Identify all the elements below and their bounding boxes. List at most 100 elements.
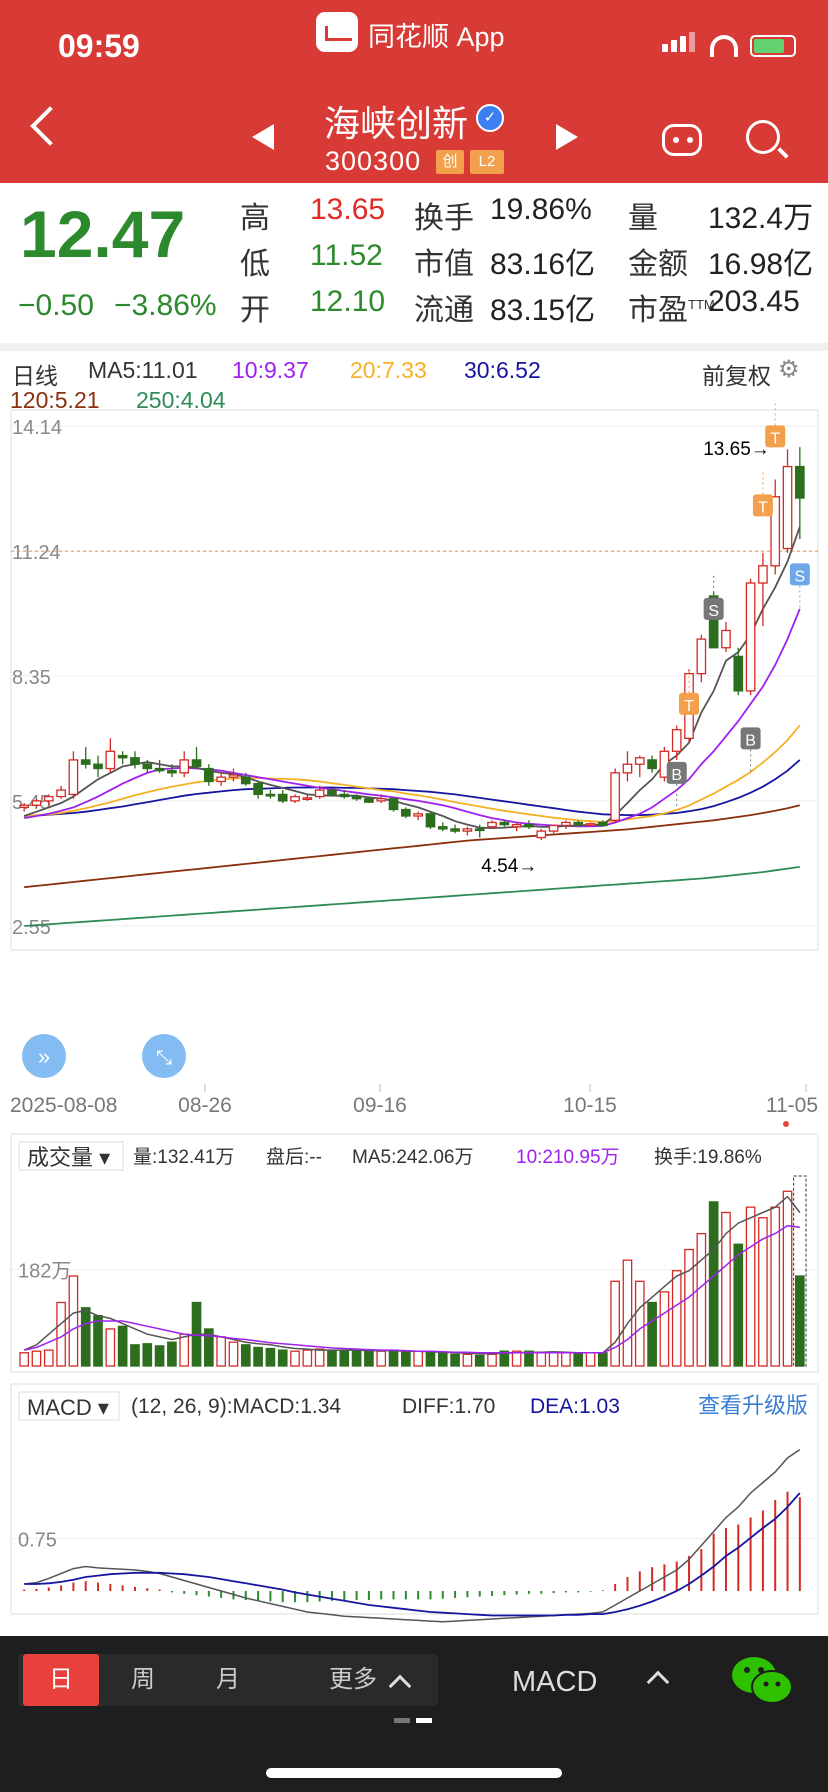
ma20-line xyxy=(24,724,801,823)
indicator-selector[interactable]: MACD xyxy=(512,1666,598,1698)
ma5-label: MA5:11.01 xyxy=(88,357,198,383)
volume-bar xyxy=(314,1348,325,1367)
candle-body xyxy=(573,821,584,826)
volume-bar xyxy=(425,1352,436,1367)
candle-body xyxy=(117,754,128,759)
level-badge: L2 xyxy=(470,150,504,174)
trade-marker-icon xyxy=(789,563,810,586)
chevron-up-icon[interactable] xyxy=(388,1674,412,1698)
date-axis-label: 10-15 xyxy=(563,1094,617,1117)
date-axis-label: 08-26 xyxy=(178,1094,232,1117)
volume-bar xyxy=(364,1350,374,1367)
volume-bar xyxy=(327,1350,337,1367)
macd-selector: MACD ▾ xyxy=(27,1395,109,1420)
chevron-up-icon[interactable] xyxy=(646,1670,670,1694)
period-tabs: 日 周 月 更多 xyxy=(18,1654,438,1706)
wechat-icon[interactable] xyxy=(730,1653,794,1707)
volume-bar xyxy=(671,1270,682,1367)
volume-selector-box xyxy=(18,1141,124,1171)
quote-value: 83.16亿 xyxy=(490,248,596,281)
battery-icon xyxy=(750,35,796,57)
quote-label: 高 xyxy=(240,202,270,235)
volume-bar xyxy=(216,1336,226,1367)
date-axis-label: 11-05 xyxy=(766,1094,818,1117)
back-icon[interactable] xyxy=(30,106,70,146)
stock-code: 300300 xyxy=(325,146,422,176)
candle-body xyxy=(622,763,633,774)
candle-body xyxy=(290,795,300,802)
date-axis-label: 2025-08-08 xyxy=(10,1094,117,1117)
volume-bar xyxy=(339,1349,350,1367)
quote-value: 83.15亿 xyxy=(490,294,596,327)
candle-body xyxy=(536,830,547,839)
quote-value: 16.98亿 xyxy=(708,248,814,281)
volume-bar xyxy=(154,1345,165,1367)
board-badge: 创 xyxy=(436,150,464,174)
volume-bar xyxy=(487,1353,497,1367)
candle-body xyxy=(462,828,473,832)
candle-body xyxy=(721,629,731,649)
robot-assistant-icon[interactable] xyxy=(662,124,702,156)
tab-week[interactable]: 周 xyxy=(131,1666,155,1693)
trade-marker-label: T xyxy=(684,698,694,715)
next-stock-icon[interactable] xyxy=(556,124,578,150)
upgrade-link[interactable]: 查看升级版 xyxy=(698,1393,808,1418)
price-change: −0.50 xyxy=(18,289,94,322)
macd-selector-box xyxy=(18,1391,120,1421)
volume-bar xyxy=(167,1341,177,1367)
candle-body xyxy=(487,821,497,828)
trade-marker-label: S xyxy=(708,603,719,620)
candle-body xyxy=(634,757,645,765)
volume-bar xyxy=(277,1349,288,1367)
ma30-label: 30:6.52 xyxy=(464,357,541,383)
tab-more[interactable]: 更多 xyxy=(329,1666,377,1693)
volume-ma10: 10:210.95万 xyxy=(516,1147,620,1168)
settings-gear-icon[interactable]: ⚙ xyxy=(778,356,800,383)
volume-bar xyxy=(437,1352,448,1367)
candle-body xyxy=(610,772,620,821)
trade-marker-icon xyxy=(666,761,687,784)
home-indicator xyxy=(266,1768,562,1778)
low-price-annotation: 4.54→ xyxy=(481,856,537,877)
expand-arrows-icon: ⤡ xyxy=(156,1047,172,1069)
quote-label: 量 xyxy=(628,202,658,235)
date-axis-label: 09-16 xyxy=(353,1094,407,1117)
candle-body xyxy=(204,767,214,783)
candle-body xyxy=(327,789,337,796)
volume-bar xyxy=(622,1259,633,1367)
section-divider xyxy=(0,343,828,351)
ma120-label: 120:5.21 xyxy=(10,387,100,413)
app-header: 09:59 同花顺 App 海峡创新 ✓ 300300 创 L2 xyxy=(0,0,828,183)
tab-day[interactable]: 日 xyxy=(23,1654,99,1706)
price-tick-label: 11.24 xyxy=(12,542,61,564)
quote-value: 12.10 xyxy=(310,285,386,318)
status-time: 09:59 xyxy=(58,28,140,64)
macd-dea: DEA:1.03 xyxy=(530,1395,620,1418)
candle-body xyxy=(401,808,411,817)
search-icon[interactable] xyxy=(746,120,780,154)
volume-bar xyxy=(19,1352,29,1367)
expand-chart-icon[interactable] xyxy=(142,1034,186,1078)
candle-body xyxy=(598,821,608,827)
volume-bar xyxy=(376,1350,387,1367)
candle-body xyxy=(216,776,226,783)
volume-bar xyxy=(228,1341,239,1367)
price-tick-label: 14.14 xyxy=(12,417,62,439)
trade-marker-label: T xyxy=(770,430,780,447)
quote-value: 13.65 xyxy=(310,193,386,226)
price-change-pct: −3.86% xyxy=(114,289,217,322)
bottom-toolbar: 日 周 月 更多 MACD xyxy=(0,1636,828,1792)
volume-bar xyxy=(696,1232,707,1367)
collapse-chart-icon[interactable] xyxy=(22,1034,66,1078)
trade-marker-icon xyxy=(703,597,724,620)
candle-body xyxy=(31,800,42,806)
adjust-button[interactable]: 前复权 xyxy=(702,363,771,389)
volume-ma10-line xyxy=(24,1224,800,1354)
tab-month[interactable]: 月 xyxy=(216,1666,240,1693)
prev-stock-icon[interactable] xyxy=(252,124,274,150)
macd-params: (12, 26, 9):MACD:1.34 xyxy=(131,1395,341,1418)
candle-body xyxy=(561,821,571,827)
volume-bar xyxy=(561,1352,571,1367)
volume-tick-label: 182万 xyxy=(18,1261,71,1283)
stock-chart[interactable]: 14.14 11.24 8.35 5.45 2.55 13.65→ 4.54→ B T S T T B S… xyxy=(0,366,828,1636)
